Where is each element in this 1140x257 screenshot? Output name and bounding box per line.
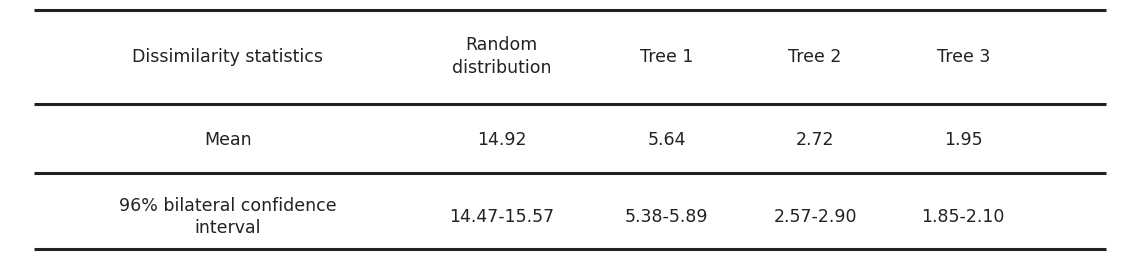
Text: 1.85-2.10: 1.85-2.10 [921,208,1005,226]
Text: Mean: Mean [204,131,252,149]
Text: Tree 1: Tree 1 [641,48,693,66]
Text: Tree 2: Tree 2 [789,48,841,66]
Text: 2.72: 2.72 [796,131,834,149]
Text: Random
distribution: Random distribution [451,36,552,77]
Text: 5.38-5.89: 5.38-5.89 [625,208,709,226]
Text: 14.92: 14.92 [477,131,527,149]
Text: 1.95: 1.95 [944,131,983,149]
Text: Tree 3: Tree 3 [937,48,990,66]
Text: 5.64: 5.64 [648,131,686,149]
Text: 14.47-15.57: 14.47-15.57 [449,208,554,226]
Text: Dissimilarity statistics: Dissimilarity statistics [132,48,324,66]
Text: 96% bilateral confidence
interval: 96% bilateral confidence interval [120,197,336,237]
Text: 2.57-2.90: 2.57-2.90 [773,208,857,226]
